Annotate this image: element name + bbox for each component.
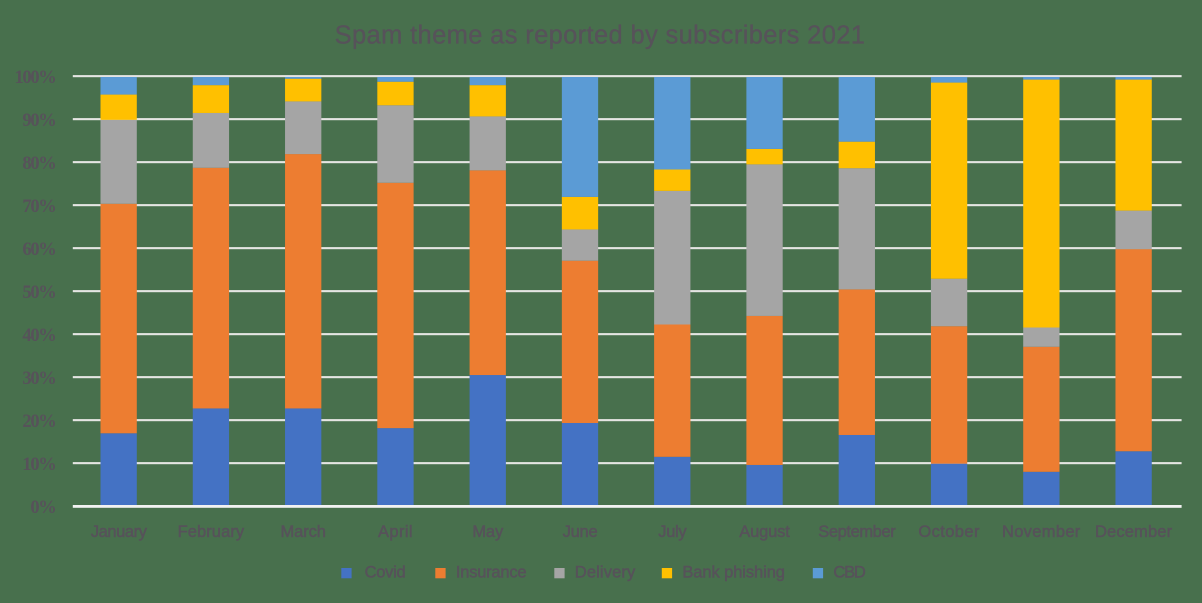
svg-text:10%: 10% [22, 455, 55, 475]
svg-text:Covid: Covid [365, 564, 406, 582]
svg-text:March: March [280, 523, 325, 541]
svg-text:January: January [91, 523, 148, 541]
svg-text:0%: 0% [30, 498, 55, 518]
svg-text:November: November [1002, 523, 1081, 541]
svg-text:October: October [918, 523, 980, 541]
svg-text:60%: 60% [22, 240, 55, 260]
svg-text:December: December [1095, 523, 1173, 541]
svg-text:May: May [472, 523, 504, 541]
svg-text:Bank phishing: Bank phishing [682, 564, 785, 582]
svg-text:September: September [818, 523, 896, 541]
svg-text:90%: 90% [22, 111, 55, 131]
svg-text:Spam theme as reported by subs: Spam theme as reported by subscribers 20… [335, 22, 866, 50]
svg-text:50%: 50% [22, 283, 55, 303]
svg-text:20%: 20% [22, 412, 55, 432]
svg-text:CBD: CBD [833, 564, 866, 582]
svg-text:April: April [378, 523, 413, 541]
svg-text:70%: 70% [22, 197, 55, 217]
svg-text:80%: 80% [22, 154, 55, 174]
svg-text:30%: 30% [22, 369, 55, 389]
svg-text:August: August [739, 523, 790, 541]
svg-text:Delivery: Delivery [575, 564, 636, 582]
svg-text:February: February [178, 523, 245, 541]
svg-text:40%: 40% [22, 326, 55, 346]
svg-text:100%: 100% [14, 68, 55, 88]
svg-text:July: July [658, 523, 687, 541]
svg-text:June: June [563, 523, 598, 541]
svg-text:Insurance: Insurance [456, 564, 526, 582]
